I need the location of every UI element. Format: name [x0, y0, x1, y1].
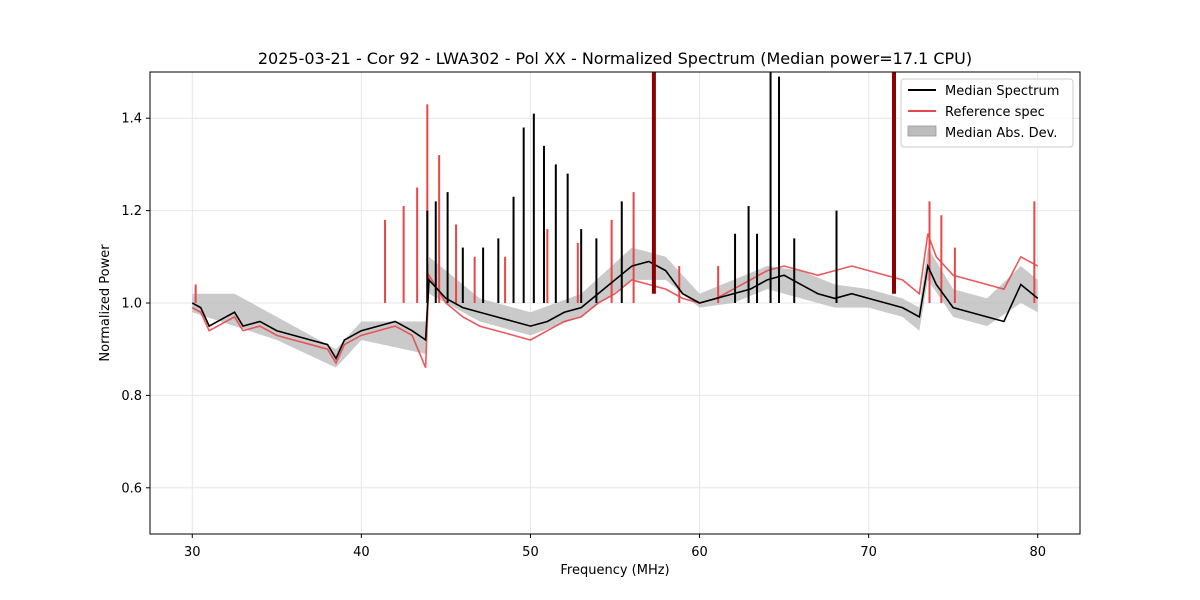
x-tick-label-4: 70	[860, 545, 877, 560]
legend-label-median: Median Spectrum	[945, 84, 1059, 99]
x-tick-label-3: 60	[691, 545, 708, 560]
median-series-layer	[191, 72, 1039, 361]
x-axis-ticks: 30 40 50 60 70 80	[184, 534, 1046, 560]
y-tick-label-0: 0.6	[121, 481, 142, 496]
x-tick-label-0: 30	[184, 545, 201, 560]
x-tick-label-2: 50	[522, 545, 539, 560]
rfi-marker-layer	[651, 72, 896, 294]
y-axis-ticks: 0.6 0.8 1.0 1.2 1.4	[121, 112, 150, 496]
median-line	[191, 260, 1039, 361]
y-axis-label: Normalized Power	[98, 244, 113, 362]
reference-line	[191, 233, 1039, 368]
y-tick-label-1: 0.8	[121, 389, 142, 404]
legend: Median Spectrum Reference spec Median Ab…	[900, 78, 1074, 148]
legend-swatch-mad	[907, 125, 937, 137]
mad-band	[192, 247, 1038, 368]
x-tick-label-1: 40	[353, 545, 370, 560]
chart-title: 2025-03-21 - Cor 92 - LWA302 - Pol XX - …	[258, 49, 972, 68]
mad-band-layer	[192, 247, 1038, 368]
x-axis-label: Frequency (MHz)	[560, 563, 669, 578]
y-tick-label-2: 1.0	[121, 297, 142, 312]
legend-box	[900, 78, 1074, 148]
legend-label-reference: Reference spec	[945, 105, 1045, 120]
x-tick-label-5: 80	[1029, 545, 1046, 560]
y-tick-label-4: 1.4	[121, 112, 142, 127]
legend-label-mad: Median Abs. Dev.	[945, 126, 1057, 141]
y-tick-label-3: 1.2	[121, 204, 142, 219]
